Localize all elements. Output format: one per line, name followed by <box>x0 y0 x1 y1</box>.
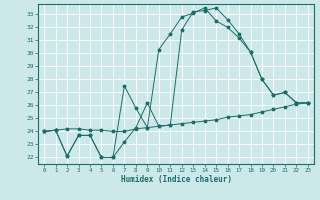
X-axis label: Humidex (Indice chaleur): Humidex (Indice chaleur) <box>121 175 231 184</box>
